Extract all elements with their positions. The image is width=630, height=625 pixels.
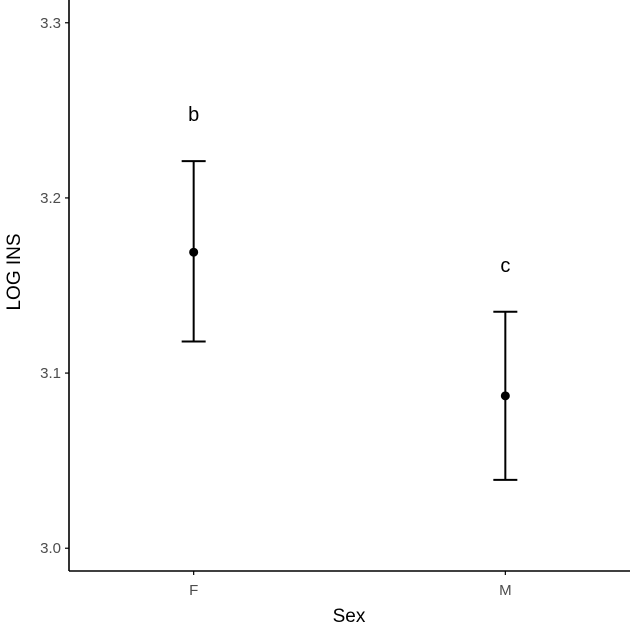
data-marks: bc — [181, 104, 518, 481]
annotation-F: b — [188, 104, 199, 126]
annotation-M: c — [500, 255, 510, 277]
point-M — [500, 391, 510, 401]
y-axis-title: LOG INS — [4, 233, 25, 310]
y-tick-label: 3.2 — [40, 190, 61, 207]
x-tick-label: M — [499, 582, 512, 599]
point-F — [189, 247, 199, 257]
x-tick-label: F — [189, 582, 198, 599]
y-ticks: 3.0 3.1 3.2 3.3 — [40, 15, 69, 557]
x-axis-title: Sex — [333, 606, 366, 625]
y-tick-label: 3.0 — [40, 540, 61, 557]
y-tick-label: 3.3 — [40, 15, 61, 32]
y-tick-label: 3.1 — [40, 365, 61, 382]
